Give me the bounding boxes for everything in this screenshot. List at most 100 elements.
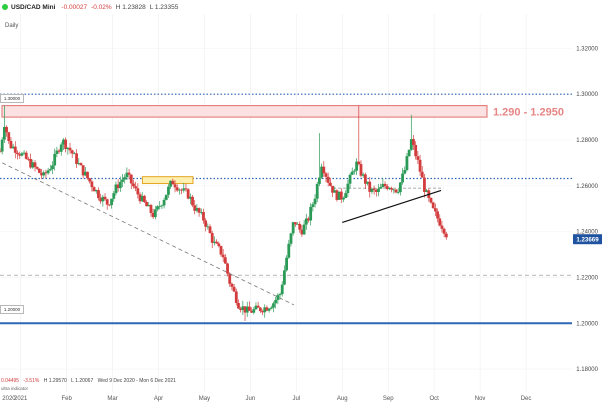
candle-body bbox=[175, 187, 179, 191]
chart-zones bbox=[1, 105, 488, 185]
candle-body bbox=[372, 188, 376, 190]
candle-body bbox=[313, 198, 317, 205]
candle-body bbox=[409, 139, 413, 150]
candle-body bbox=[127, 172, 131, 175]
resistance-zone-label: 1.290 - 1.2950 bbox=[493, 106, 564, 118]
candle-body bbox=[208, 226, 212, 234]
candle-body bbox=[311, 204, 315, 208]
candle-body bbox=[335, 190, 339, 200]
grid-lines bbox=[0, 14, 572, 392]
candle-body bbox=[416, 156, 420, 160]
time-axis-label: 2020 bbox=[2, 396, 16, 402]
candle-body bbox=[267, 308, 271, 311]
candle-body bbox=[2, 126, 6, 140]
candle-body bbox=[64, 139, 68, 150]
candle-body bbox=[75, 153, 78, 164]
candle-body bbox=[72, 153, 76, 155]
candle-body bbox=[223, 257, 227, 264]
candle-body bbox=[18, 154, 22, 156]
price-change: -0.00027 bbox=[61, 3, 88, 11]
timeframe-label[interactable]: Daily bbox=[5, 23, 19, 29]
candle-body bbox=[442, 228, 446, 234]
price-axis-label: 1.28000 bbox=[576, 138, 598, 144]
candle-body bbox=[444, 233, 448, 238]
candle-body bbox=[272, 303, 275, 308]
candle-body bbox=[136, 188, 140, 195]
candle-body bbox=[331, 185, 334, 193]
candle-body bbox=[320, 166, 324, 178]
candle-body bbox=[230, 283, 234, 287]
candle-body bbox=[302, 224, 306, 235]
candle-body bbox=[291, 222, 295, 234]
candle-body bbox=[420, 171, 424, 178]
candle-body bbox=[377, 188, 380, 192]
candle-body bbox=[22, 152, 26, 154]
candle-body bbox=[333, 190, 337, 193]
candle-body bbox=[234, 291, 238, 303]
candle-body bbox=[232, 286, 236, 292]
price-axis-label: 1.24000 bbox=[576, 230, 598, 236]
candle-body bbox=[129, 174, 133, 184]
time-axis-label: Jul bbox=[293, 396, 301, 402]
candle-body bbox=[342, 197, 345, 200]
indicator-values: 0.04495 -3.51% H 1.29570 L 1.20067 Wed 9… bbox=[1, 378, 176, 384]
candle-body bbox=[57, 150, 61, 152]
status-dot-icon bbox=[2, 4, 8, 10]
candle-body bbox=[193, 205, 197, 211]
candle-body bbox=[283, 270, 286, 285]
candle-body bbox=[269, 307, 273, 309]
candle-body bbox=[132, 183, 135, 187]
candle-body bbox=[156, 206, 159, 210]
candle-body bbox=[228, 273, 232, 284]
indicator-note: ultra indicator bbox=[1, 386, 29, 391]
left-level-label-lower: 1.20000 bbox=[0, 305, 24, 314]
consolidation-zone bbox=[141, 176, 194, 185]
candle-body bbox=[199, 211, 203, 213]
candle-body bbox=[116, 184, 120, 189]
symbol-name[interactable]: USD/CAD Mini bbox=[11, 3, 56, 11]
candle-body bbox=[300, 229, 304, 235]
candle-body bbox=[261, 311, 264, 313]
candle-body bbox=[403, 170, 407, 174]
candle-body bbox=[153, 209, 157, 218]
candle-body bbox=[293, 222, 297, 225]
indicator-low: L 1.20067 bbox=[71, 378, 94, 384]
candle-body bbox=[322, 166, 326, 174]
candle-body bbox=[164, 194, 168, 200]
candle-body bbox=[37, 168, 41, 173]
candle-body bbox=[215, 241, 218, 244]
candle-body bbox=[241, 306, 245, 311]
candle-body bbox=[307, 218, 310, 221]
candle-body bbox=[125, 172, 129, 178]
candle-body bbox=[263, 307, 267, 313]
candle-body bbox=[55, 150, 59, 154]
indicator-percent: -3.51% bbox=[23, 378, 40, 384]
candle-body bbox=[158, 206, 162, 208]
candle-body bbox=[97, 190, 100, 199]
candle-body bbox=[217, 243, 221, 246]
candle-body bbox=[221, 254, 225, 258]
candle-body bbox=[147, 204, 151, 207]
candle-body bbox=[425, 190, 429, 192]
candle-body bbox=[151, 212, 155, 218]
candle-body bbox=[44, 172, 48, 174]
candle-body bbox=[383, 183, 387, 187]
candle-body bbox=[31, 162, 35, 168]
horizontal-levels bbox=[0, 93, 572, 325]
price-axis[interactable]: 1.32000 1.30000 1.28000 1.26000 1.24000 1.220… bbox=[576, 46, 598, 373]
candlestick-series bbox=[0, 105, 448, 321]
candle-body bbox=[350, 171, 354, 175]
candle-body bbox=[398, 182, 402, 193]
candle-body bbox=[167, 186, 170, 195]
candle-body bbox=[160, 205, 164, 207]
time-axis-label: Apr bbox=[154, 396, 163, 402]
candle-body bbox=[123, 177, 127, 180]
candle-body bbox=[287, 243, 291, 258]
candle-body bbox=[219, 245, 223, 255]
candle-body bbox=[296, 223, 299, 225]
candle-body bbox=[138, 194, 142, 202]
price-axis-label: 1.18000 bbox=[576, 367, 598, 373]
candle-body bbox=[191, 196, 194, 206]
